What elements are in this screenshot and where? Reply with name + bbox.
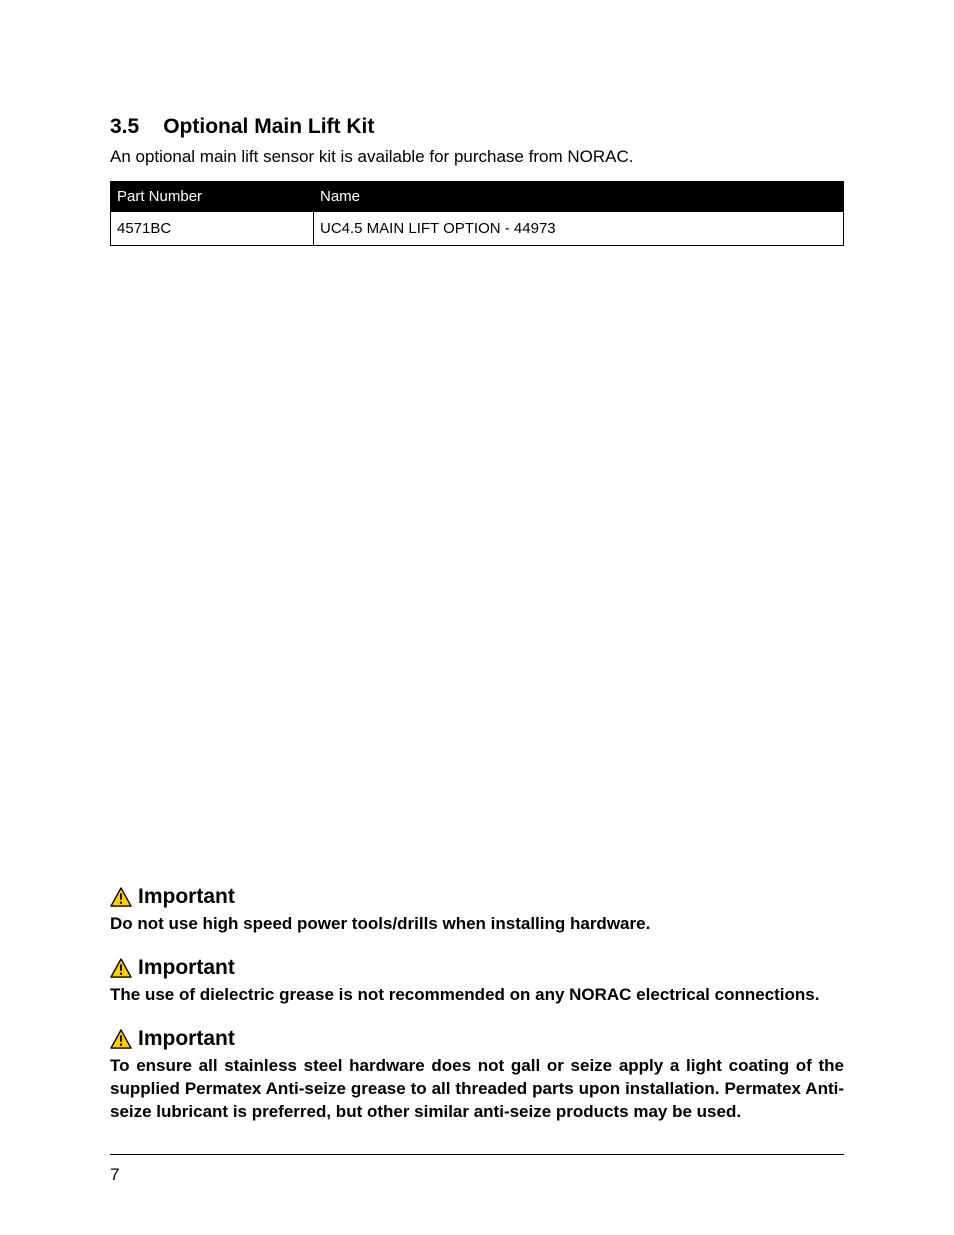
important-notice: Important To ensure all stainless steel … [110, 1027, 844, 1124]
notice-header: Important [110, 1027, 844, 1051]
table-header-cell: Name [314, 182, 844, 212]
notice-header: Important [110, 956, 844, 980]
notice-body: Do not use high speed power tools/drills… [110, 913, 844, 936]
notice-label: Important [138, 1027, 235, 1051]
section-number: 3.5 [110, 115, 139, 139]
warning-icon [110, 958, 132, 978]
section-title: Optional Main Lift Kit [163, 115, 374, 138]
table-row: 4571BC UC4.5 MAIN LIFT OPTION - 44973 [111, 212, 844, 246]
spacer [110, 246, 844, 871]
important-notice: Important Do not use high speed power to… [110, 885, 844, 936]
table-header-cell: Part Number [111, 182, 314, 212]
notice-label: Important [138, 885, 235, 909]
page-number: 7 [110, 1165, 119, 1184]
warning-icon [110, 1029, 132, 1049]
warning-icon [110, 887, 132, 907]
notice-label: Important [138, 956, 235, 980]
page-footer: 7 [110, 1154, 844, 1185]
table-header-row: Part Number Name [111, 182, 844, 212]
important-notice: Important The use of dielectric grease i… [110, 956, 844, 1007]
notice-body: To ensure all stainless steel hardware d… [110, 1055, 844, 1124]
table-cell: 4571BC [111, 212, 314, 246]
page: 3.5 Optional Main Lift Kit An optional ma… [0, 0, 954, 1235]
parts-table: Part Number Name 4571BC UC4.5 MAIN LIFT … [110, 181, 844, 246]
notice-header: Important [110, 885, 844, 909]
section-intro: An optional main lift sensor kit is avai… [110, 147, 844, 167]
table-cell: UC4.5 MAIN LIFT OPTION - 44973 [314, 212, 844, 246]
section-heading: 3.5 Optional Main Lift Kit [110, 115, 844, 139]
notice-body: The use of dielectric grease is not reco… [110, 984, 844, 1007]
